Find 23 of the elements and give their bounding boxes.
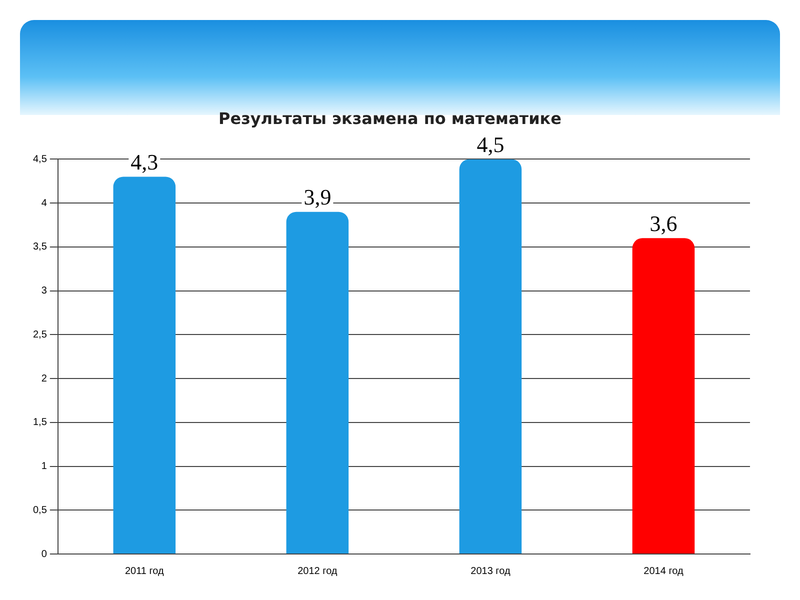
bar — [459, 159, 522, 554]
data-label: 3,9 — [304, 184, 332, 210]
y-tick-label: 2,5 — [32, 329, 48, 340]
y-tick-label: 1 — [41, 461, 48, 472]
bar — [632, 238, 695, 554]
bar — [113, 176, 176, 554]
bar — [286, 212, 349, 554]
x-tick-label: 2011 год — [124, 566, 164, 577]
y-tick-label: 4,5 — [32, 154, 48, 165]
y-tick-label: 1,5 — [32, 417, 48, 428]
data-label: 4,3 — [130, 150, 158, 175]
x-tick-label: 2014 год — [644, 566, 684, 577]
x-tick-label: 2012 год — [298, 566, 338, 577]
data-label: 3,6 — [650, 210, 678, 236]
y-tick-label: 0 — [41, 548, 48, 560]
data-label: 4,5 — [476, 132, 504, 157]
y-tick-label: 3,5 — [32, 242, 48, 253]
x-tick-label: 2013 год — [470, 566, 510, 577]
y-tick-label: 0,5 — [32, 504, 48, 516]
chart-title: Результаты экзамена по математике — [218, 108, 562, 128]
y-tick-label: 3 — [41, 286, 48, 297]
y-tick-label: 4 — [41, 198, 48, 209]
y-tick-label: 2 — [41, 373, 48, 384]
